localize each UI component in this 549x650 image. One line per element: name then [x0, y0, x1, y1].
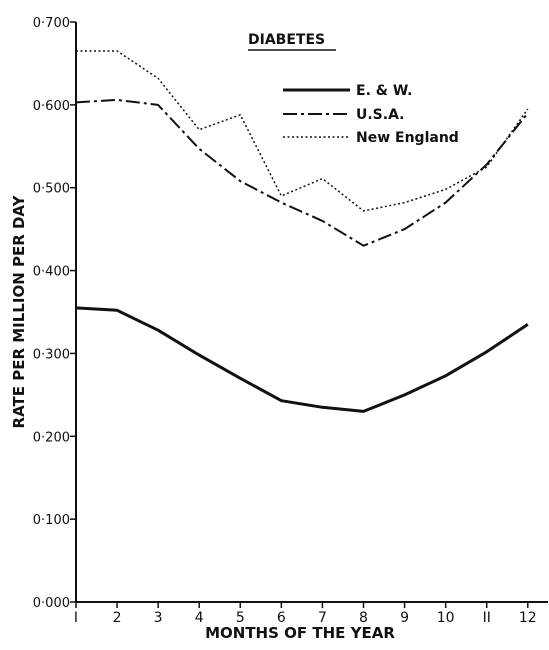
x-tick-label: 4: [195, 610, 204, 626]
y-ticks: 0·000 0·100 0·200 0·300 0·400 0·500 0·600 0·700: [33, 16, 76, 611]
legend: E. & W. U.S.A. New England: [283, 83, 459, 146]
y-axis-title: RATE PER MILLION PER DAY: [10, 194, 28, 428]
x-tick-label: 2: [113, 610, 122, 626]
series-line-new-england: [76, 50, 529, 212]
y-tick-label: 0·300: [33, 347, 70, 362]
y-tick-label: 0·400: [33, 265, 70, 280]
chart-title: DIABETES: [248, 32, 325, 48]
x-tick-label: 3: [154, 610, 163, 626]
series-lines: [75, 50, 529, 413]
y-tick-label: 0·500: [33, 182, 70, 197]
y-tick-label: 0·100: [33, 513, 70, 528]
x-tick-label: 6: [277, 610, 286, 626]
series-line-e-w: [75, 306, 529, 413]
y-tick-label: 0·200: [33, 430, 70, 445]
x-tick-label: 9: [400, 610, 409, 626]
legend-label-e-w: E. & W.: [356, 83, 412, 99]
x-tick-label: I: [74, 610, 78, 626]
x-tick-label: 5: [236, 610, 245, 626]
series-line-u-s-a: [75, 98, 529, 247]
legend-label-new-england: New England: [356, 130, 459, 146]
legend-label-u-s-a: U.S.A.: [356, 107, 405, 123]
x-tick-label: 7: [318, 610, 327, 626]
x-tick-label: 8: [359, 610, 368, 626]
x-tick-label: II: [483, 610, 491, 626]
y-tick-label: 0·600: [33, 99, 70, 114]
y-tick-label: 0·000: [33, 596, 70, 611]
x-ticks: I 2 3 4 5 6 7 8 9 10 II 12: [74, 602, 537, 626]
x-axis-title: MONTHS OF THE YEAR: [205, 624, 395, 642]
axes: [75, 22, 548, 603]
x-tick-label: 10: [437, 610, 455, 626]
x-tick-label: 12: [519, 610, 537, 626]
y-tick-label: 0·700: [33, 16, 70, 31]
